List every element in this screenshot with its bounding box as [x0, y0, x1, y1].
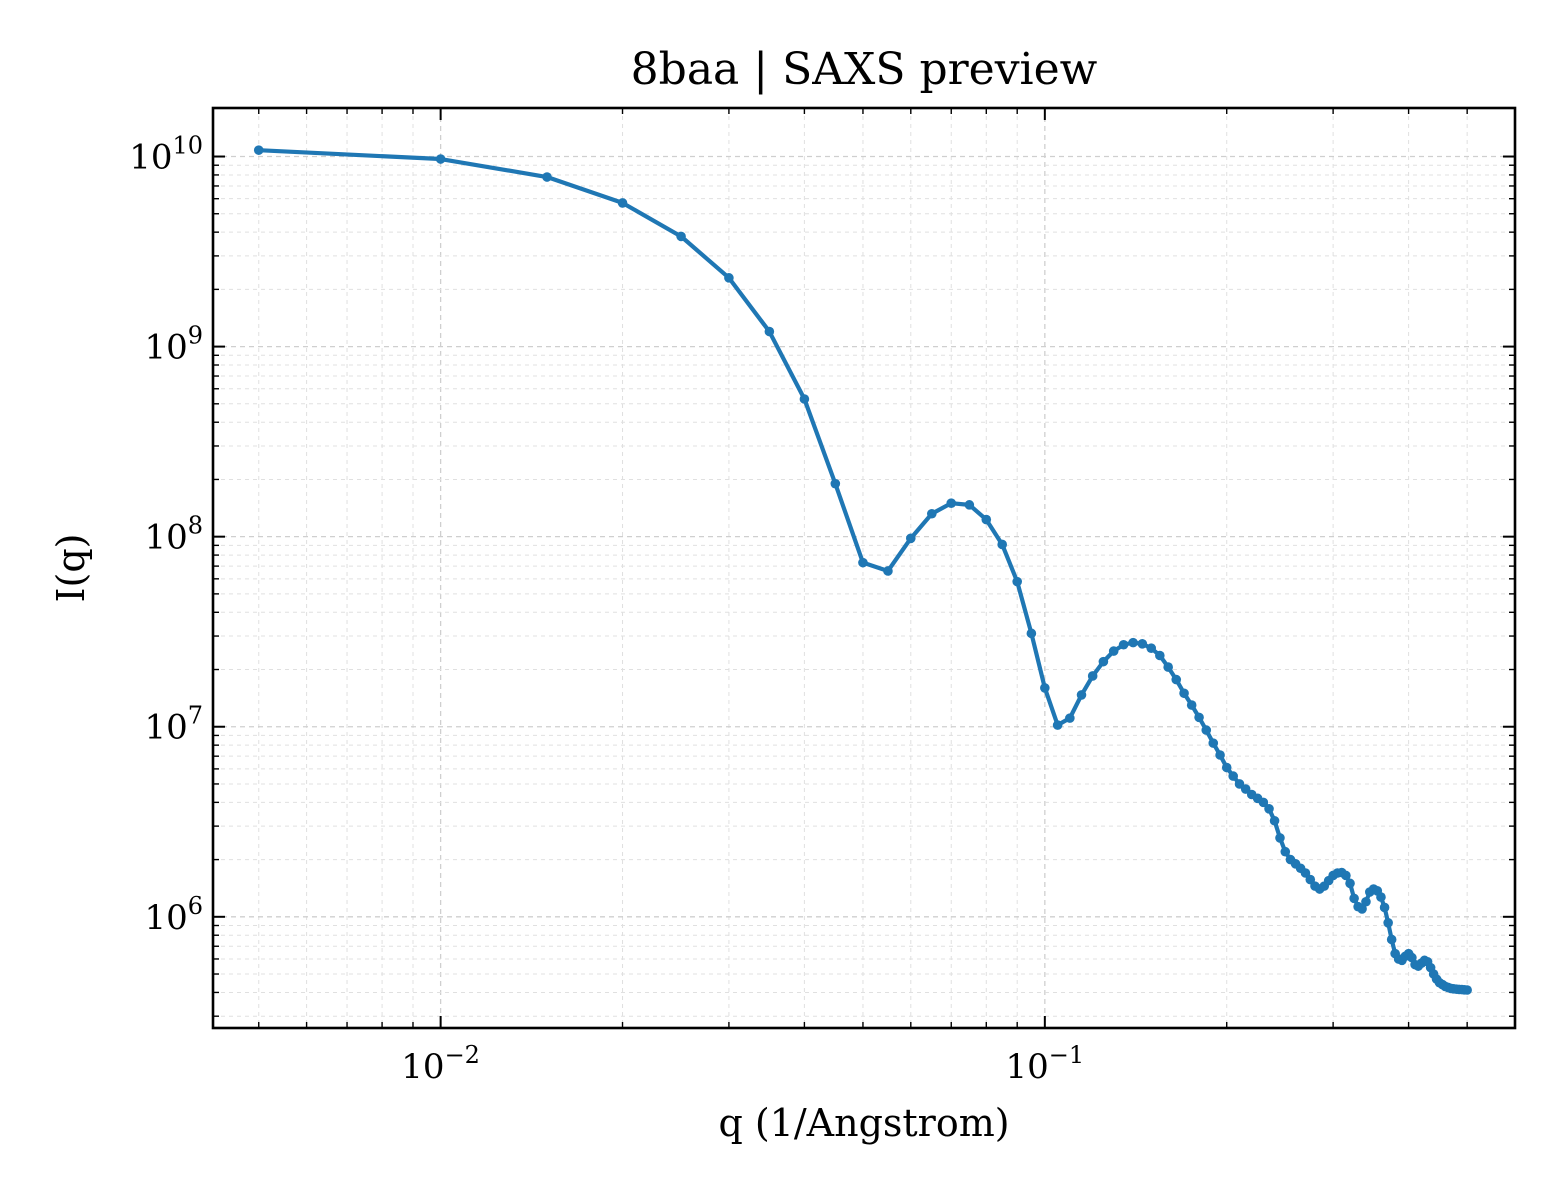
data-point: [1186, 700, 1197, 710]
x-tick-label: 10−1: [1006, 1041, 1085, 1087]
data-point: [997, 539, 1007, 550]
data-point: [1194, 712, 1204, 723]
data-point: [1280, 846, 1291, 857]
data-point: [1275, 833, 1285, 843]
data-point: [1379, 902, 1390, 913]
data-point: [617, 198, 628, 208]
data-point: [1208, 738, 1219, 748]
data-point: [1361, 896, 1371, 907]
data-point: [1128, 637, 1138, 648]
data-point: [1118, 639, 1129, 650]
data-point: [1300, 868, 1311, 878]
plot-frame: [211, 106, 1517, 1030]
data-point: [1269, 815, 1280, 826]
data-point: [1163, 662, 1173, 672]
data-point: [764, 326, 775, 337]
grid: [213, 108, 1515, 1028]
data-point: [1171, 674, 1182, 685]
data-point: [1258, 797, 1269, 808]
x-axis-label: q (1/Angstrom): [718, 1101, 1009, 1145]
data-point: [1040, 683, 1050, 693]
data-point: [830, 478, 841, 489]
y-axis-label: I(q): [49, 534, 93, 603]
data-point: [1146, 643, 1157, 653]
data-point: [1155, 650, 1165, 661]
y-tick-label: 109: [144, 322, 203, 368]
data-point: [1052, 720, 1063, 730]
data-point: [1462, 985, 1472, 995]
data-point: [1386, 934, 1397, 945]
y-tick-label: 1010: [129, 132, 203, 178]
data-point: [1341, 870, 1351, 881]
data-point: [1228, 771, 1239, 781]
data-point: [435, 154, 446, 164]
chart-title: 8baa | SAXS preview: [631, 44, 1098, 95]
data-point: [1357, 904, 1367, 914]
data-point: [1012, 576, 1022, 587]
x-tick-label: 10−2: [401, 1041, 480, 1087]
data-point: [1108, 646, 1119, 656]
data-point: [1026, 628, 1037, 639]
data-point: [1087, 671, 1098, 681]
data-point: [799, 394, 810, 404]
data-point: [1137, 639, 1148, 649]
y-tick-label: 107: [144, 702, 203, 748]
data-point: [724, 273, 734, 283]
data-point: [926, 508, 937, 519]
axis-ticks: 10−2 10−1 106 107 108 109 1010: [129, 108, 1515, 1087]
data-point: [542, 172, 552, 182]
y-tick-label: 108: [144, 512, 203, 558]
data-point: [1098, 656, 1109, 667]
data-point: [1215, 750, 1225, 760]
y-tick-label: 106: [144, 892, 203, 938]
data-point: [253, 145, 264, 155]
data-point: [964, 500, 975, 510]
data-point: [1221, 762, 1232, 773]
data-point: [981, 514, 992, 525]
series-layer: [253, 145, 1472, 995]
data-point: [946, 498, 957, 508]
data-point: [883, 566, 893, 576]
data-point: [676, 231, 686, 242]
data-point: [1065, 713, 1075, 723]
data-point: [1264, 804, 1274, 814]
data-point: [1201, 725, 1212, 735]
data-point: [905, 533, 916, 544]
data-point: [1076, 690, 1087, 700]
data-point: [858, 557, 868, 568]
data-point: [1349, 893, 1359, 904]
data-point: [1376, 892, 1386, 902]
data-point: [1383, 917, 1393, 928]
data-point: [1179, 688, 1189, 699]
data-point: [1345, 878, 1355, 889]
